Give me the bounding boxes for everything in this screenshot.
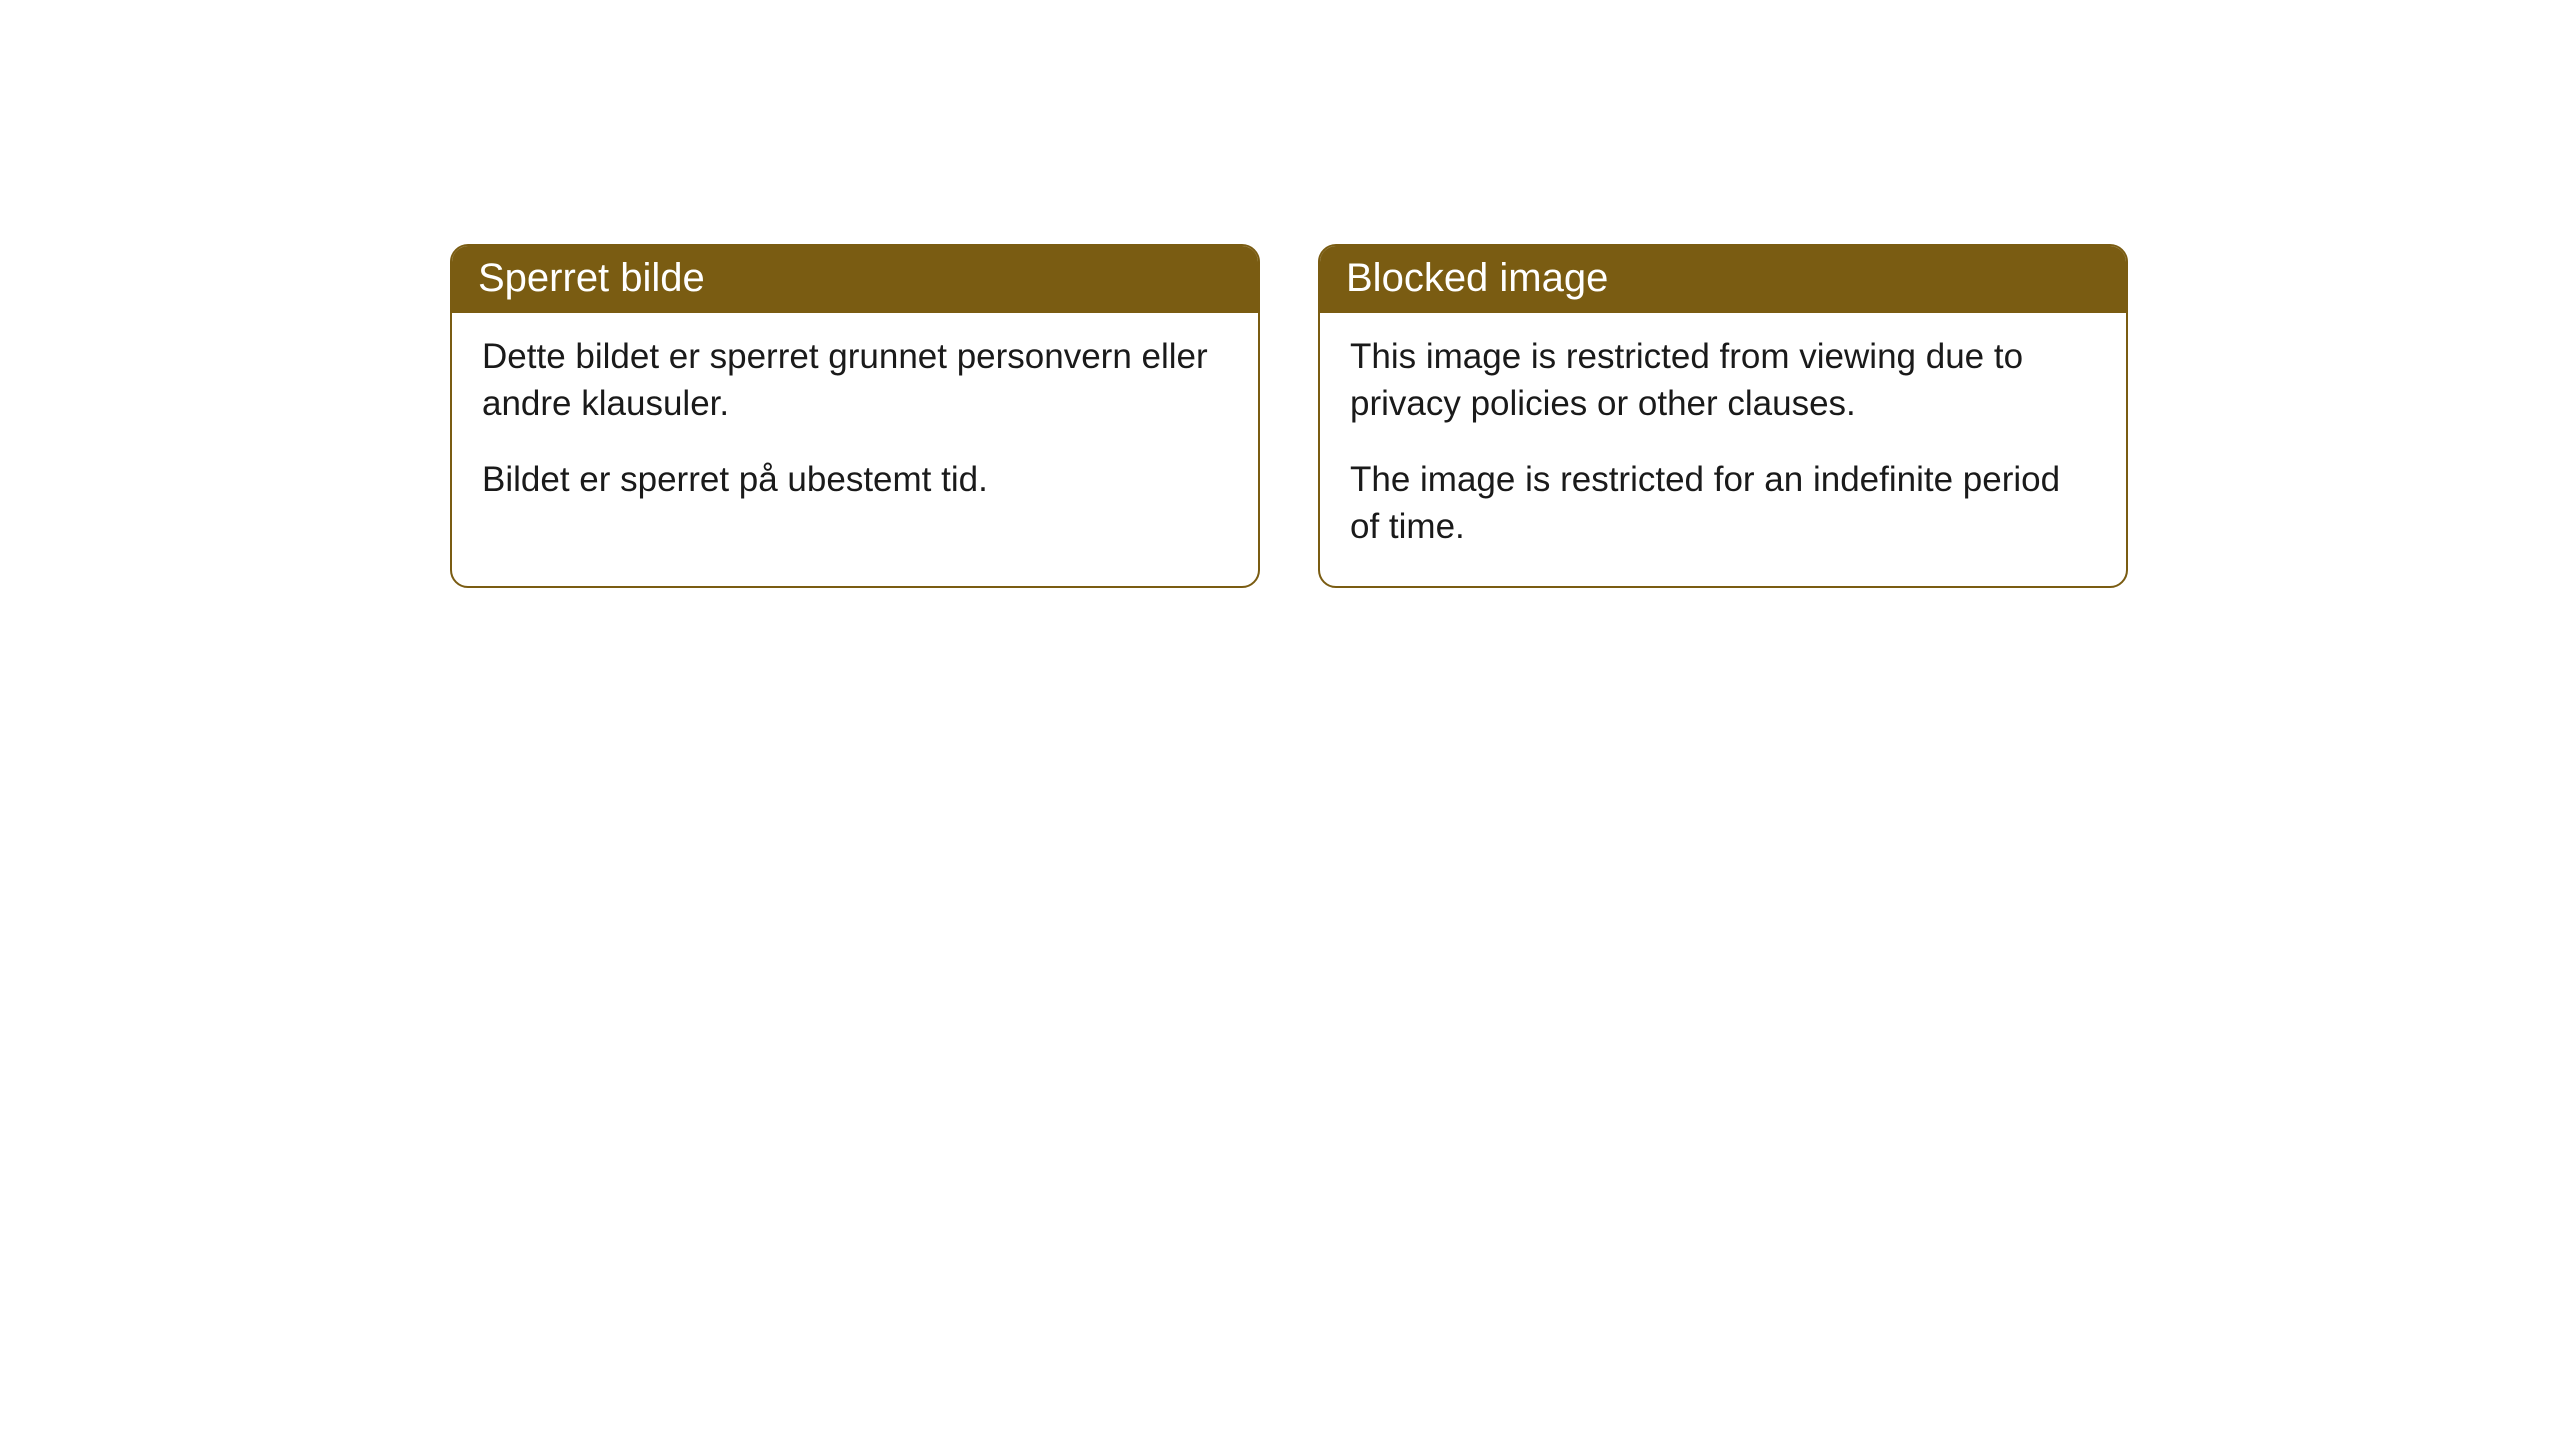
card-body-english: This image is restricted from viewing du… [1320,313,2126,586]
card-paragraph: Bildet er sperret på ubestemt tid. [482,456,1228,503]
card-title: Sperret bilde [478,256,705,300]
notice-card-english: Blocked image This image is restricted f… [1318,244,2128,588]
card-header-norwegian: Sperret bilde [452,246,1258,313]
notice-cards-container: Sperret bilde Dette bildet er sperret gr… [450,244,2128,588]
notice-card-norwegian: Sperret bilde Dette bildet er sperret gr… [450,244,1260,588]
card-paragraph: Dette bildet er sperret grunnet personve… [482,333,1228,428]
card-body-norwegian: Dette bildet er sperret grunnet personve… [452,313,1258,539]
card-title: Blocked image [1346,256,1608,300]
card-paragraph: This image is restricted from viewing du… [1350,333,2096,428]
card-paragraph: The image is restricted for an indefinit… [1350,456,2096,551]
card-header-english: Blocked image [1320,246,2126,313]
